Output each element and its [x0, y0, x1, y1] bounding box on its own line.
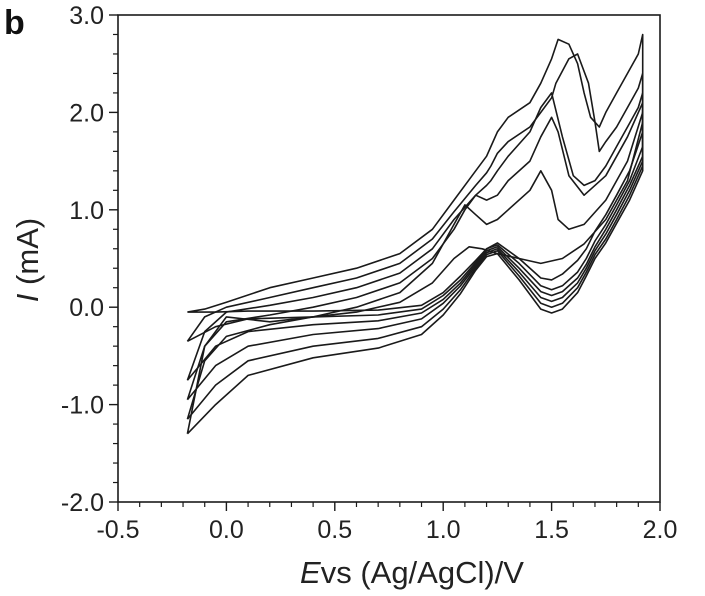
cv-curve-5 — [186, 111, 644, 420]
cv-curve-2 — [186, 53, 644, 343]
x-tick-label: 0.5 — [317, 516, 352, 544]
x-tick-label: -0.5 — [96, 516, 139, 544]
cv-curve-3 — [186, 92, 644, 381]
x-axis-rest: vs (Ag/AgCl)/V — [321, 555, 525, 590]
x-tick-label: 0.0 — [209, 516, 244, 544]
panel-label: b — [4, 4, 25, 42]
y-tick-label: -2.0 — [61, 489, 104, 517]
y-axis-title: I (mA) — [10, 218, 45, 302]
x-axis-italic: E — [300, 555, 321, 590]
y-tick-label: 2.0 — [69, 99, 104, 127]
y-axis-rest: (mA) — [10, 218, 45, 294]
y-tick-label: 1.0 — [69, 197, 104, 225]
axis-ticks — [109, 14, 661, 511]
y-tick-label: 0.0 — [69, 294, 104, 322]
y-tick-label: -1.0 — [61, 392, 104, 420]
x-tick-label: 1.5 — [534, 516, 569, 544]
tick-labels: -0.5 0.0 0.5 1.0 1.5 2.0 -2.0 -1.0 0.0 1.0 2.0 3.0 — [61, 2, 677, 544]
cv-curve-1 — [187, 33, 644, 313]
cv-curves — [186, 33, 644, 435]
y-tick-label: 3.0 — [69, 2, 104, 30]
plot-frame — [117, 14, 661, 503]
x-tick-label: 1.0 — [426, 516, 461, 544]
x-tick-label: 2.0 — [643, 516, 678, 544]
y-axis-italic: I — [10, 293, 45, 302]
x-axis-title: Evs (Ag/AgCl)/V — [300, 555, 524, 590]
cv-curve-6 — [186, 121, 644, 435]
